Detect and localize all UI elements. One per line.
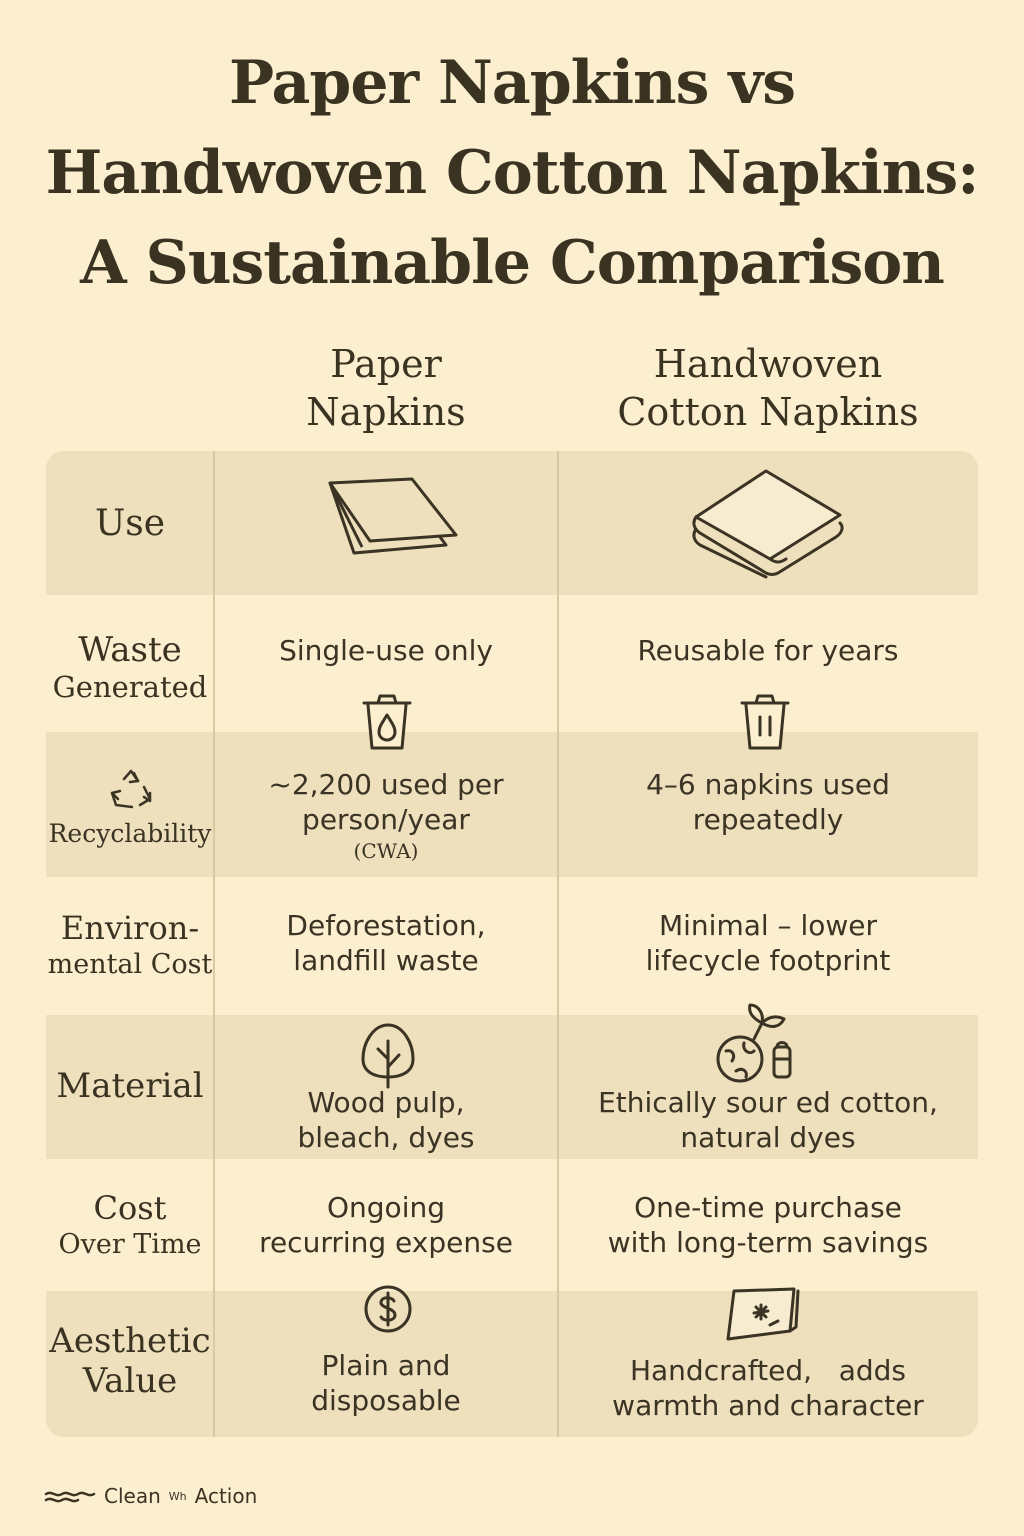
footer-text-2: Action [194,1484,258,1508]
paper-environmental-cost: Deforestation, landfill waste [286,909,486,977]
row-aesthetic [46,1291,978,1437]
source-note: (CWA) [353,839,419,863]
tree-icon [359,1021,417,1091]
folded-cloth-stack-icon [690,467,846,579]
row-waste [46,595,978,732]
paper-material: Wood pulp, bleach, dyes [297,1086,475,1154]
label-aesthetic-value: Aesthetic Value [49,1321,211,1401]
dollar-icon [362,1283,414,1335]
footer-text-1: Clean [104,1484,161,1508]
embroidered-napkin-icon [724,1285,800,1345]
label-recyclability: Recyclability [48,819,212,848]
column-divider [557,451,559,1437]
column-header-cotton: Handwoven Cotton Napkins [617,342,919,434]
label-waste-generated: Waste Generated [52,630,208,704]
logo-wave-icon [44,1491,96,1503]
paper-waste: Single-use only [279,634,493,667]
paper-aesthetic: Plain and disposable [311,1349,461,1417]
trash-can-drop-icon [358,691,416,753]
cotton-environmental-cost: Minimal – lower lifecycle footprint [645,909,891,977]
title-line-1: Paper Napkins vs [229,48,796,118]
label-cost-over-time: Cost Over Time [58,1189,202,1260]
row-environmental-cost [46,877,978,1015]
title-line-2: Handwoven Cotton Napkins: [45,138,980,208]
label-use: Use [94,503,166,544]
cotton-material: Ethically sour ed cotton, natural dyes [598,1086,938,1154]
footer-brand: Clean Wh Action [44,1484,257,1508]
paper-napkin-icon [326,475,462,565]
label-material: Material [56,1066,204,1106]
trash-can-icon [736,691,794,753]
recycle-icon [108,769,154,811]
page-title: Paper Napkins vs Handwoven Cotton Napkin… [0,38,1024,308]
title-line-3: A Sustainable Comparison [80,228,945,298]
footer-sup: Wh [168,1489,187,1503]
label-environmental-cost: Environ- mental Cost [47,909,213,980]
row-cost [46,1159,978,1291]
comparison-table: Use Waste Generated Single-use only Reus… [46,451,978,1437]
cotton-aesthetic: Handcrafted, adds warmth and character [612,1354,924,1422]
paper-cost: Ongoing recurring expense [259,1191,513,1259]
row-recyclability [46,732,978,877]
cotton-plant-icon [714,999,800,1083]
column-divider [213,451,215,1437]
row-material [46,1015,978,1159]
cotton-recyclability: 4–6 napkins used repeatedly [646,768,890,836]
column-header-paper: Paper Napkins [306,342,466,434]
cotton-waste: Reusable for years [637,634,899,667]
cotton-cost: One-time purchase with long-term savings [607,1191,929,1259]
paper-recyclability: ~2,200 used per person/year (CWA) [214,767,558,865]
